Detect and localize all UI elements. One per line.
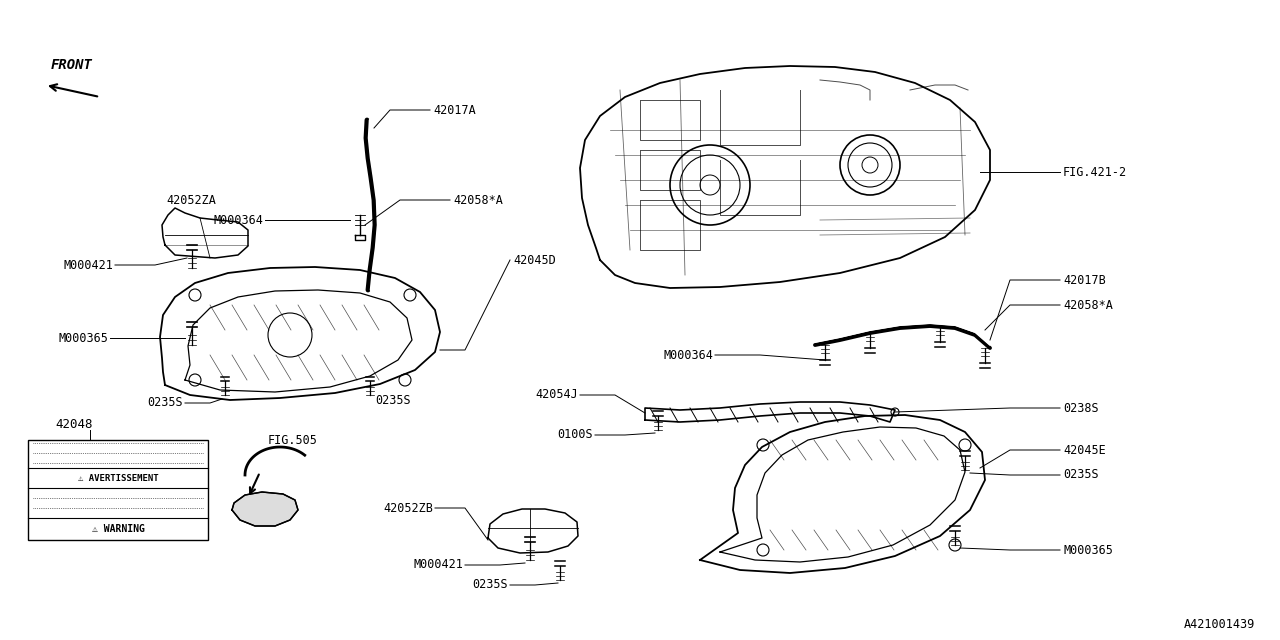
Text: 42058*A: 42058*A (453, 193, 503, 207)
Text: 42017B: 42017B (1062, 273, 1106, 287)
Text: 0100S: 0100S (557, 429, 593, 442)
Text: FIG.505: FIG.505 (268, 433, 317, 447)
Text: 42054J: 42054J (535, 388, 579, 401)
Text: 42052ZB: 42052ZB (383, 502, 433, 515)
Text: A421001439: A421001439 (1184, 618, 1254, 632)
Text: 0235S: 0235S (472, 579, 508, 591)
Text: 42058*A: 42058*A (1062, 298, 1112, 312)
Text: ⚠ AVERTISSEMENT: ⚠ AVERTISSEMENT (78, 474, 159, 483)
Text: FRONT: FRONT (51, 58, 93, 72)
Text: 0235S: 0235S (147, 397, 183, 410)
Text: M000365: M000365 (58, 332, 108, 344)
Text: 42045D: 42045D (513, 253, 556, 266)
Text: M000421: M000421 (413, 559, 463, 572)
Text: M000421: M000421 (63, 259, 113, 271)
Text: 0238S: 0238S (1062, 401, 1098, 415)
Text: M000364: M000364 (663, 349, 713, 362)
Text: FIG.421-2: FIG.421-2 (1062, 166, 1128, 179)
Text: ⚠ WARNING: ⚠ WARNING (92, 524, 145, 534)
Text: M000364: M000364 (214, 214, 262, 227)
Text: M000365: M000365 (1062, 543, 1112, 557)
Bar (28, 440, 209, 540)
Text: 42045E: 42045E (1062, 444, 1106, 456)
Text: 42017A: 42017A (433, 104, 476, 116)
Text: 0235S: 0235S (1062, 468, 1098, 481)
Text: 42048: 42048 (55, 419, 92, 431)
Text: 0235S: 0235S (375, 394, 411, 406)
Polygon shape (232, 492, 298, 526)
Text: 42052ZA: 42052ZA (166, 193, 216, 207)
